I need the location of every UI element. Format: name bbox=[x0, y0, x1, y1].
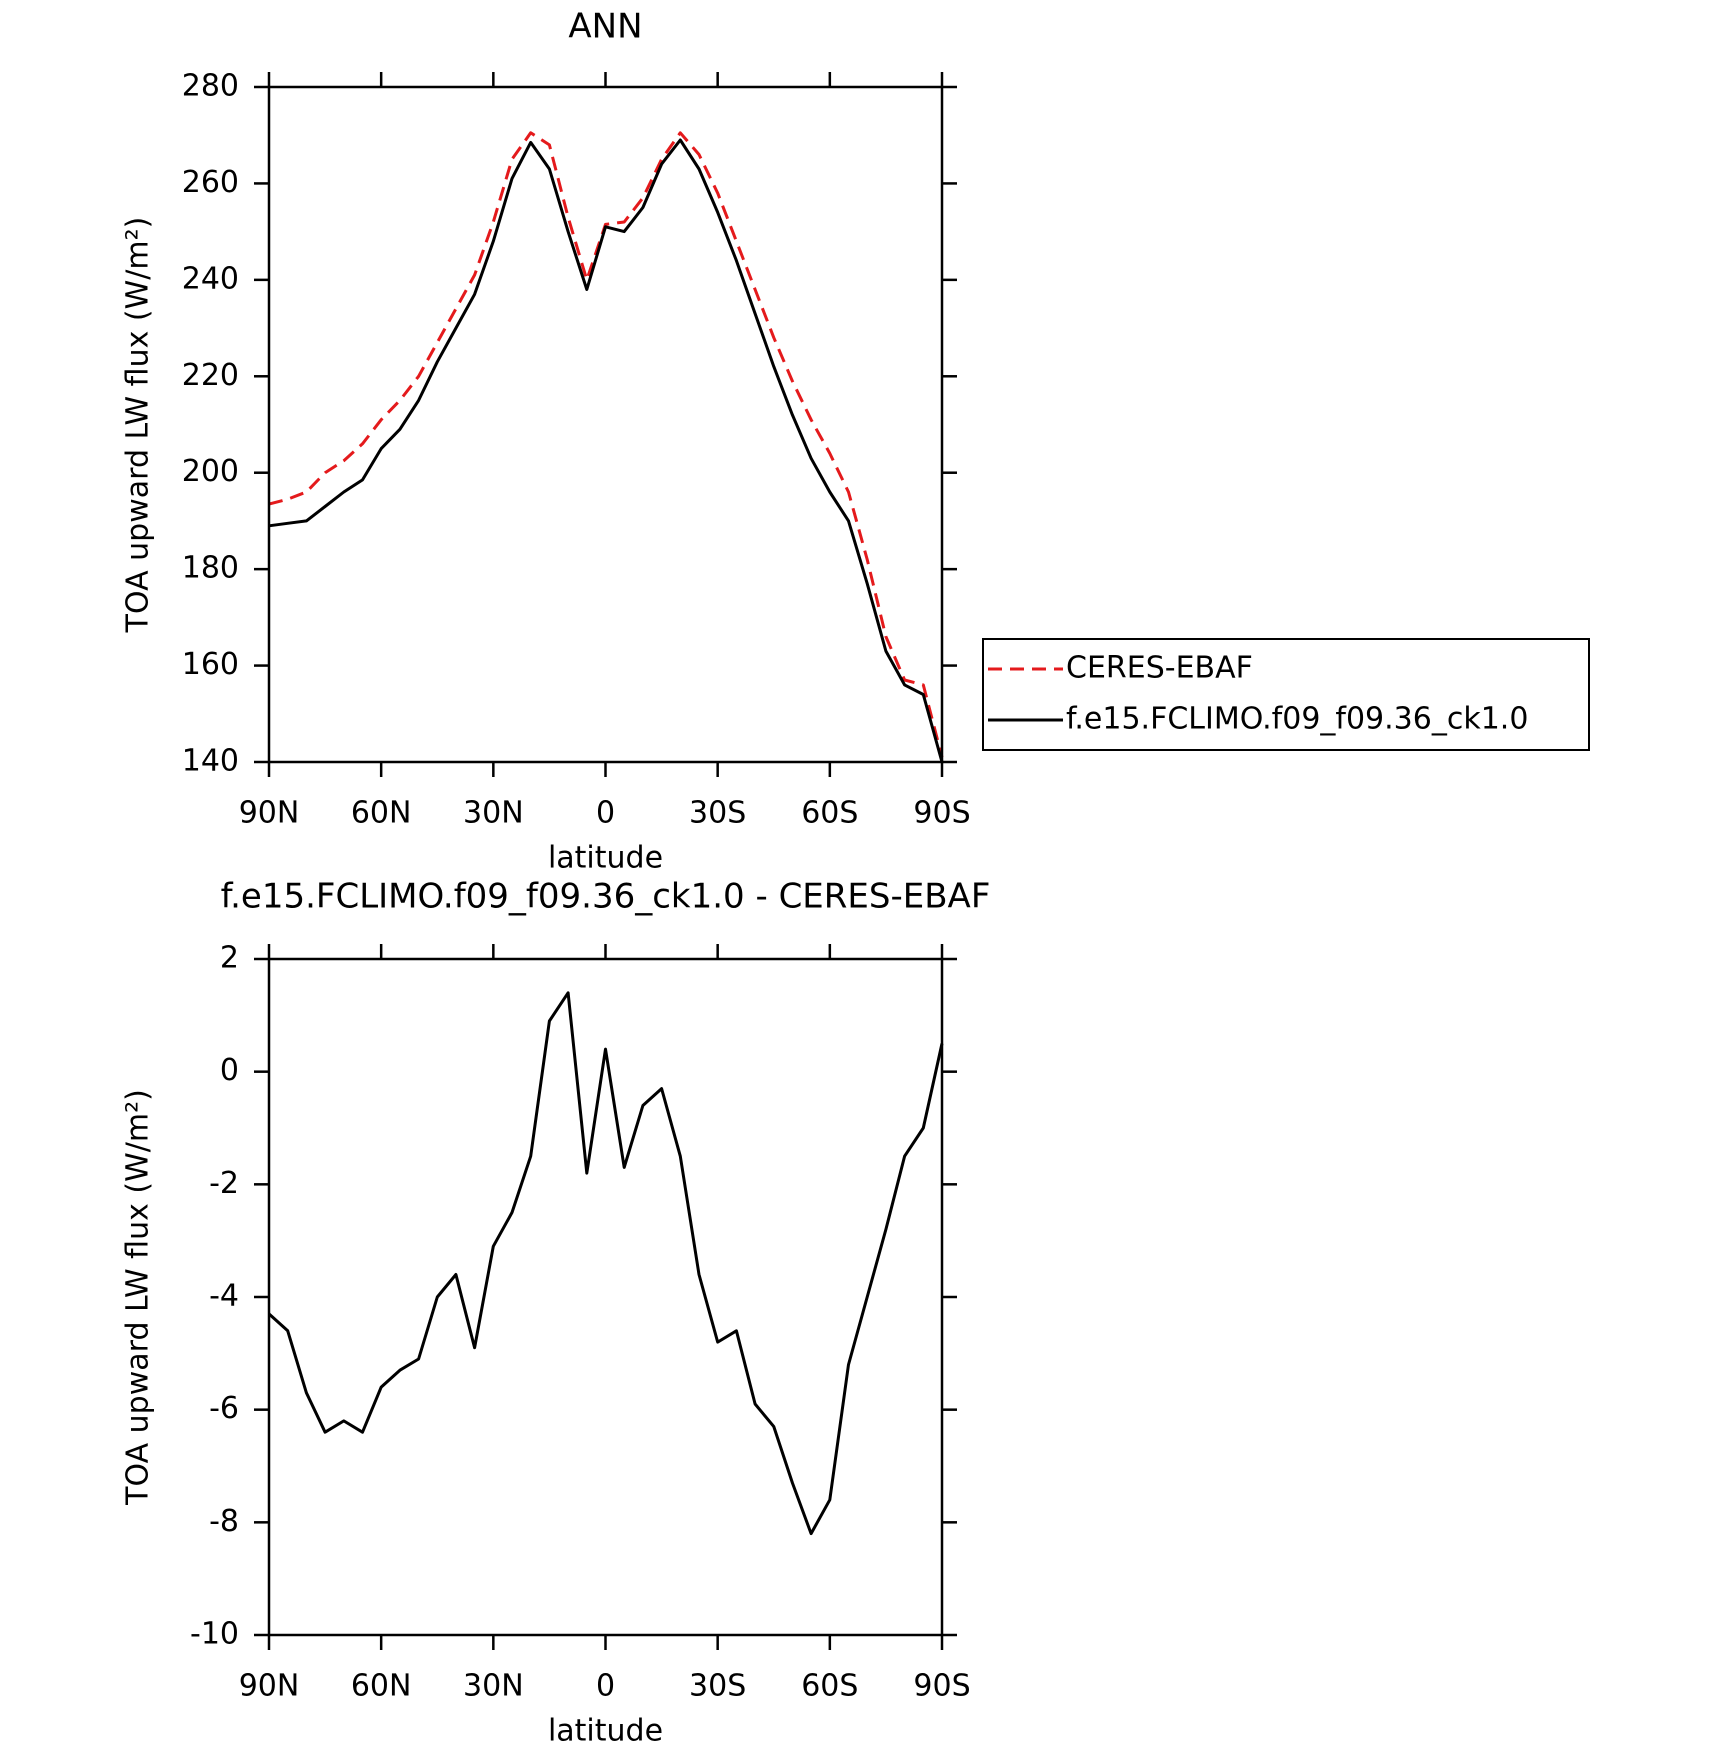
y-tick-label: -8 bbox=[209, 1504, 239, 1539]
y-tick-label: 180 bbox=[182, 551, 239, 586]
x-tick-label: 60S bbox=[801, 1669, 858, 1704]
x-tick-label: 90S bbox=[913, 1669, 970, 1704]
y-tick-label: 200 bbox=[182, 454, 239, 489]
y-axis-label: TOA upward LW flux (W/m²) bbox=[121, 217, 156, 634]
y-tick-label: -6 bbox=[209, 1391, 239, 1426]
plot-frame bbox=[267, 957, 944, 1637]
y-tick-label: 280 bbox=[182, 69, 239, 104]
legend-label: CERES-EBAF bbox=[1066, 651, 1253, 686]
legend-box bbox=[982, 638, 1590, 751]
x-tick-label: 30N bbox=[463, 796, 524, 831]
x-tick-label: 90N bbox=[239, 1669, 300, 1704]
y-tick-label: 140 bbox=[182, 744, 239, 779]
x-tick-label: 60S bbox=[801, 796, 858, 831]
x-tick-label: 30S bbox=[689, 1669, 746, 1704]
y-tick-label: 260 bbox=[182, 165, 239, 200]
y-tick-label: -10 bbox=[190, 1617, 239, 1652]
y-tick-label: -2 bbox=[209, 1166, 239, 1201]
data-line bbox=[268, 131, 944, 758]
plot-frame bbox=[267, 85, 944, 764]
legend-label: f.e15.FCLIMO.f09_f09.36_ck1.0 bbox=[1066, 702, 1528, 737]
x-tick-label: 90S bbox=[913, 796, 970, 831]
y-tick-label: 220 bbox=[182, 358, 239, 393]
x-axis-label: latitude bbox=[548, 841, 663, 876]
x-axis-label: latitude bbox=[548, 1714, 663, 1749]
data-line bbox=[267, 991, 944, 1536]
x-tick-label: 90N bbox=[239, 796, 300, 831]
x-tick-label: 30N bbox=[463, 1669, 524, 1704]
data-line bbox=[268, 138, 944, 763]
x-tick-label: 0 bbox=[596, 1669, 615, 1704]
y-tick-label: -4 bbox=[209, 1279, 239, 1314]
y-tick-label: 2 bbox=[220, 941, 239, 976]
y-axis-label: TOA upward LW flux (W/m²) bbox=[121, 1089, 156, 1506]
chart-title: f.e15.FCLIMO.f09_f09.36_ck1.0 - CERES-EB… bbox=[221, 877, 991, 917]
x-tick-label: 0 bbox=[596, 796, 615, 831]
x-tick-label: 30S bbox=[689, 796, 746, 831]
x-tick-label: 60N bbox=[351, 796, 412, 831]
y-tick-label: 160 bbox=[182, 647, 239, 682]
y-tick-label: 0 bbox=[220, 1053, 239, 1088]
y-tick-label: 240 bbox=[182, 261, 239, 296]
chart-title: ANN bbox=[568, 7, 642, 47]
x-tick-label: 60N bbox=[351, 1669, 412, 1704]
